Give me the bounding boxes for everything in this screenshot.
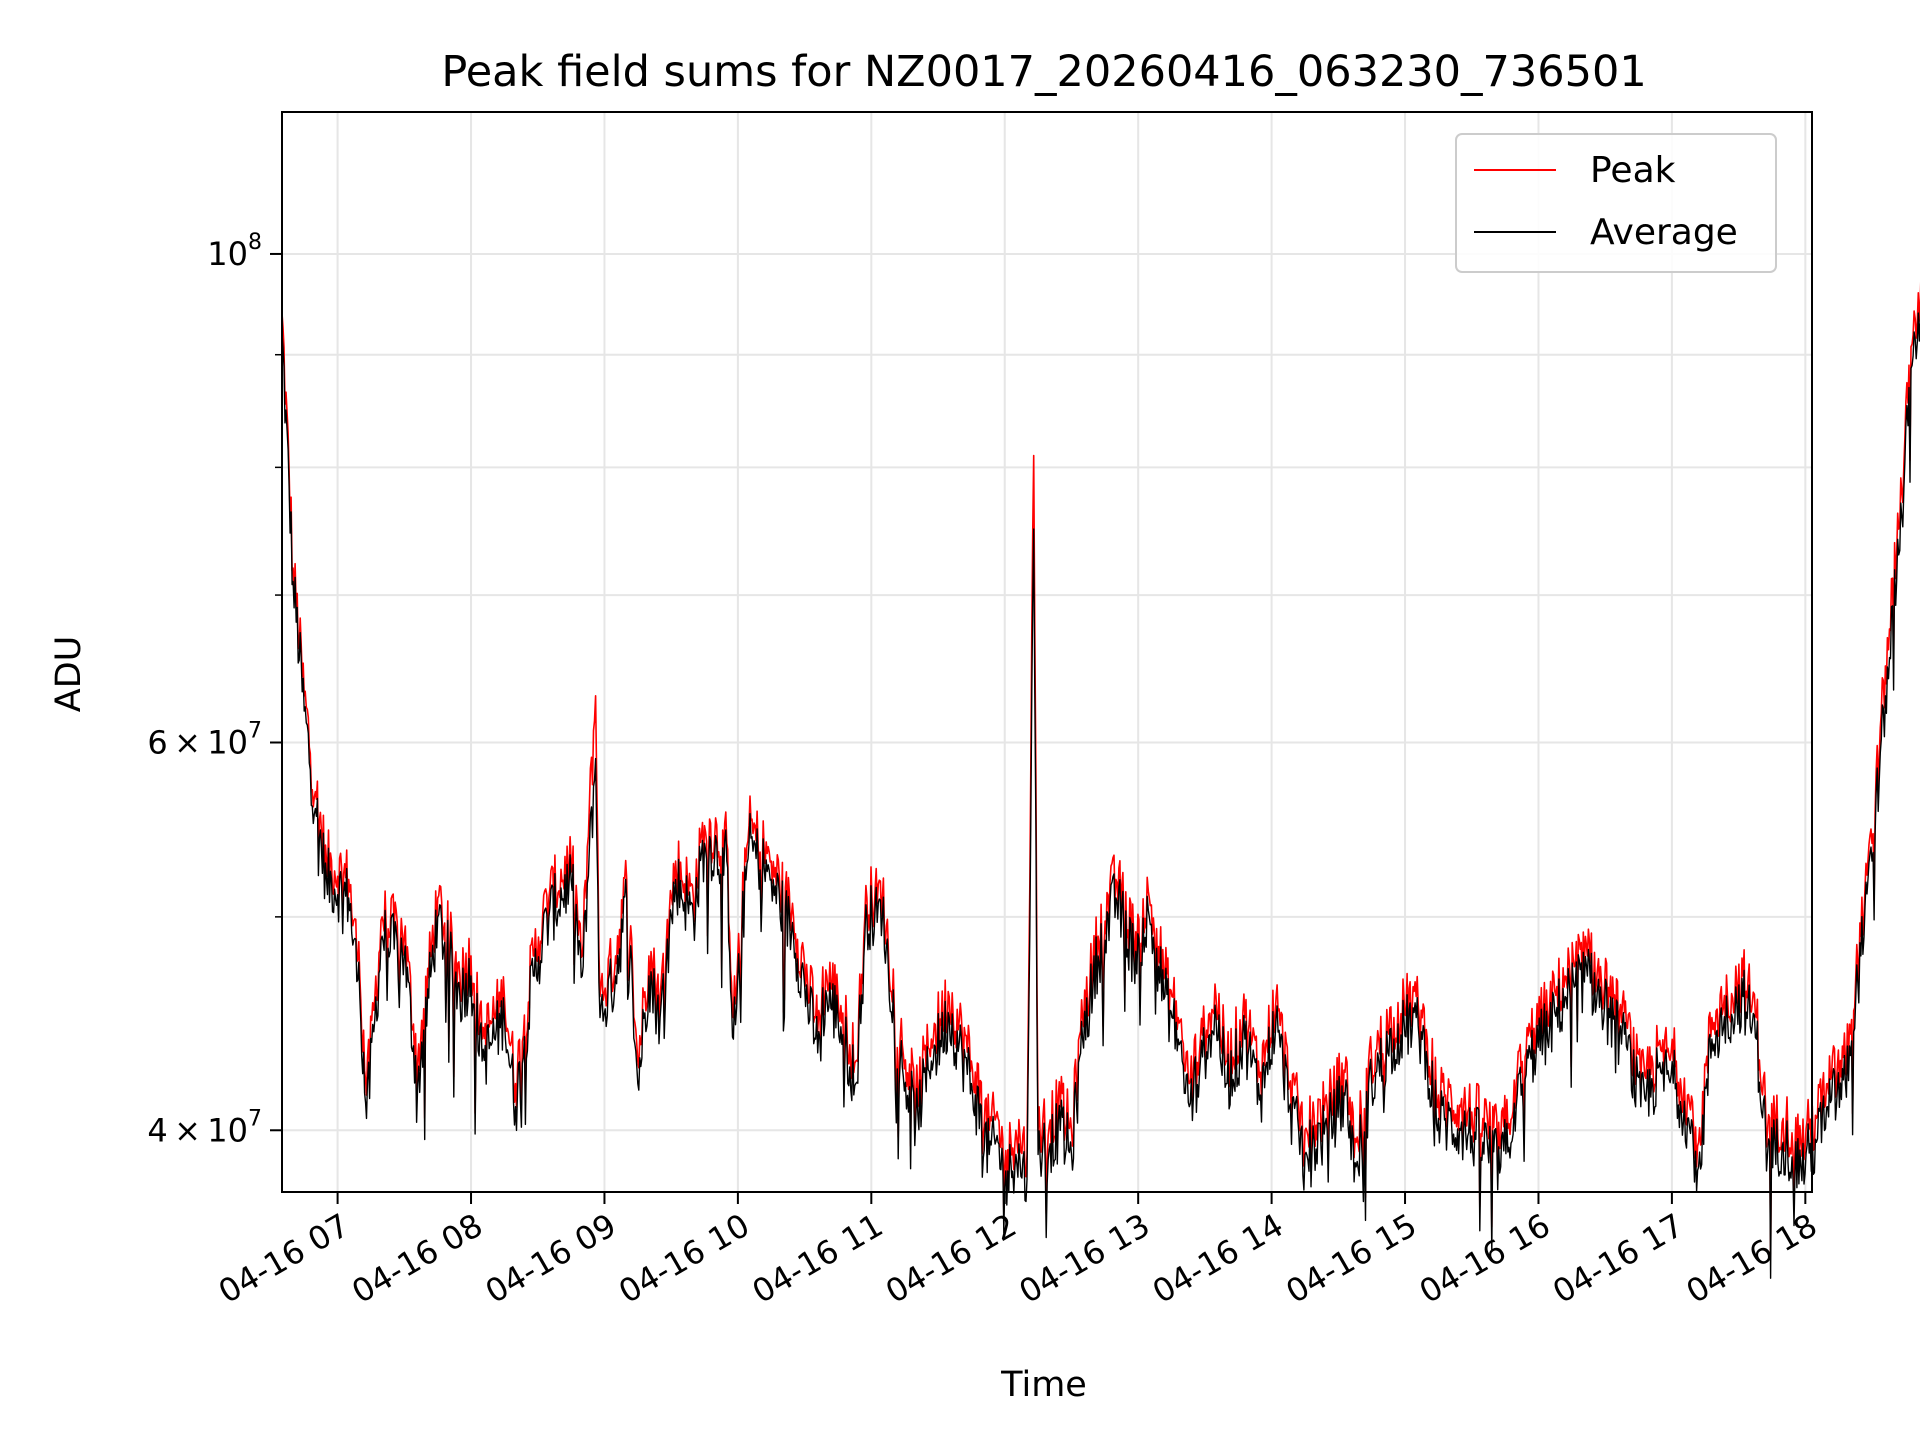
y-axis: 4 × 107 6 × 107 108 — [147, 230, 282, 1149]
y-tick-label: 6 × 107 — [147, 718, 262, 761]
plot-frame — [281, 111, 1813, 1193]
chart-title: Peak field sums for NZ0017_20260416_0632… — [441, 47, 1646, 97]
y-axis-label: ADU — [49, 636, 89, 713]
y-tick-label: 4 × 107 — [147, 1106, 262, 1149]
series-line-peak — [281, 281, 1920, 1255]
legend-box — [1455, 133, 1777, 273]
y-tick-label: 108 — [207, 230, 262, 273]
legend-label-peak: Peak — [1590, 150, 1676, 191]
series-line-average — [281, 305, 1920, 1279]
x-axis-label: Time — [1000, 1365, 1087, 1405]
legend: Peak Average — [1455, 133, 1777, 273]
legend-label-average: Average — [1590, 212, 1738, 253]
series-layer — [281, 281, 1920, 1279]
